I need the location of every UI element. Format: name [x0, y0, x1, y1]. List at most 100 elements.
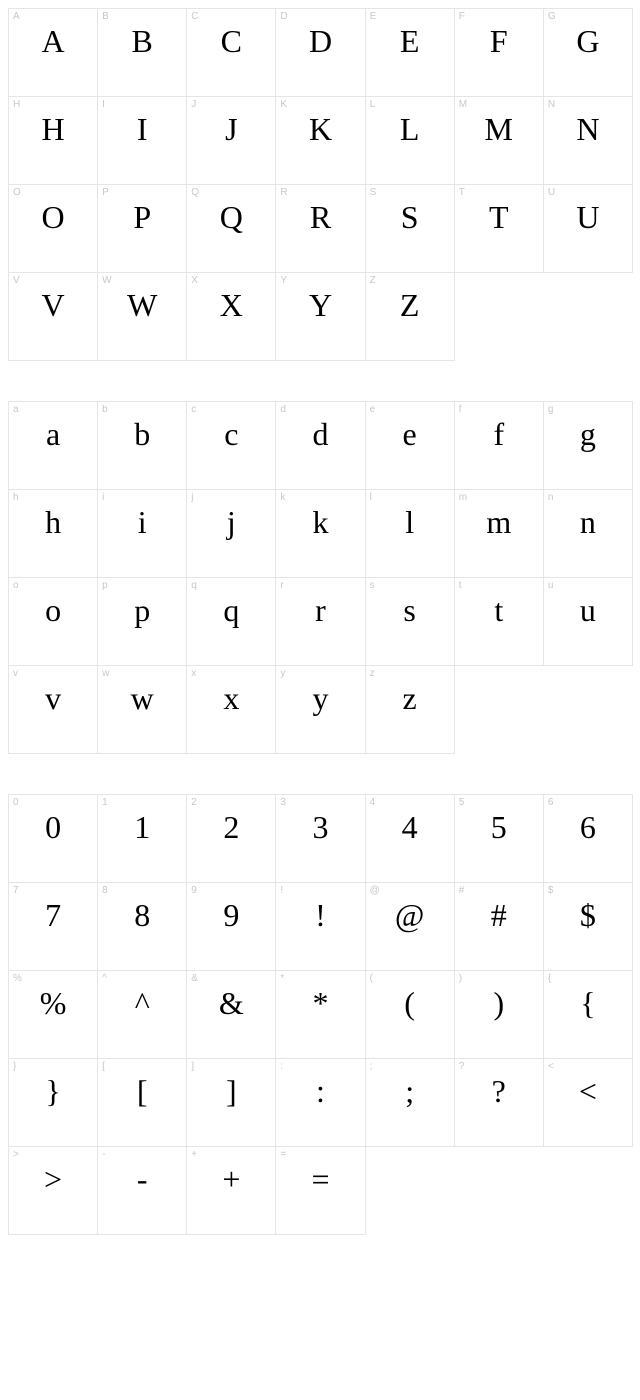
- glyph-char: P: [98, 197, 186, 237]
- glyph-char: ;: [366, 1071, 454, 1111]
- glyph-char: 4: [366, 807, 454, 847]
- glyph-char: s: [366, 590, 454, 630]
- glyph-cell-empty: [455, 666, 544, 754]
- glyph-char: z: [366, 678, 454, 718]
- glyph-char: y: [276, 678, 364, 718]
- glyph-char: ^: [98, 983, 186, 1023]
- glyph-cell: ??: [455, 1059, 544, 1147]
- glyph-cell: jj: [187, 490, 276, 578]
- glyph-char: H: [9, 109, 97, 149]
- glyph-char: J: [187, 109, 275, 149]
- glyph-char: k: [276, 502, 364, 542]
- glyph-cell: 00: [9, 795, 98, 883]
- glyph-cell: pp: [98, 578, 187, 666]
- glyph-cell-empty: [544, 1147, 633, 1235]
- glyph-char: m: [455, 502, 543, 542]
- glyph-char: !: [276, 895, 364, 935]
- glyph-cell: XX: [187, 273, 276, 361]
- glyph-cell: AA: [9, 9, 98, 97]
- glyph-cell: mm: [455, 490, 544, 578]
- glyph-char: I: [98, 109, 186, 149]
- glyph-char: 6: [544, 807, 632, 847]
- glyph-cell: }}: [9, 1059, 98, 1147]
- glyph-char: 5: [455, 807, 543, 847]
- glyph-char: o: [9, 590, 97, 630]
- glyph-cell: vv: [9, 666, 98, 754]
- glyph-char: p: [98, 590, 186, 630]
- glyph-cell: 33: [276, 795, 365, 883]
- glyph-grid: aabbccddeeffgghhiijjkkllmmnnooppqqrrsstt…: [8, 401, 633, 754]
- glyph-cell: KK: [276, 97, 365, 185]
- glyph-cell-empty: [366, 1147, 455, 1235]
- glyph-char: r: [276, 590, 364, 630]
- glyph-cell: ::: [276, 1059, 365, 1147]
- glyph-char: j: [187, 502, 275, 542]
- glyph-char: Q: [187, 197, 275, 237]
- glyph-cell-empty: [544, 666, 633, 754]
- glyph-cell: 88: [98, 883, 187, 971]
- glyph-char: w: [98, 678, 186, 718]
- glyph-cell: NN: [544, 97, 633, 185]
- glyph-cell: JJ: [187, 97, 276, 185]
- glyph-char: V: [9, 285, 97, 325]
- glyph-char: 9: [187, 895, 275, 935]
- glyph-cell: yy: [276, 666, 365, 754]
- glyph-char: q: [187, 590, 275, 630]
- glyph-char: t: [455, 590, 543, 630]
- glyph-char: c: [187, 414, 275, 454]
- glyph-cell: OO: [9, 185, 98, 273]
- glyph-char: f: [455, 414, 543, 454]
- glyph-cell: EE: [366, 9, 455, 97]
- glyph-char: [: [98, 1071, 186, 1111]
- glyph-cell: FF: [455, 9, 544, 97]
- glyph-char: l: [366, 502, 454, 542]
- glyph-cell: HH: [9, 97, 98, 185]
- glyph-char: 3: [276, 807, 364, 847]
- glyph-cell: LL: [366, 97, 455, 185]
- glyph-char: <: [544, 1071, 632, 1111]
- glyph-char: +: [187, 1159, 275, 1199]
- glyph-cell: UU: [544, 185, 633, 273]
- glyph-cell: %%: [9, 971, 98, 1059]
- glyph-cell: bb: [98, 402, 187, 490]
- glyph-char: ]: [187, 1071, 275, 1111]
- glyph-char: i: [98, 502, 186, 542]
- glyph-cell: >>: [9, 1147, 98, 1235]
- glyph-cell: ^^: [98, 971, 187, 1059]
- glyph-cell: ff: [455, 402, 544, 490]
- glyph-cell: --: [98, 1147, 187, 1235]
- glyph-cell: rr: [276, 578, 365, 666]
- glyph-cell: ++: [187, 1147, 276, 1235]
- glyph-cell: BB: [98, 9, 187, 97]
- glyph-char: e: [366, 414, 454, 454]
- glyph-char: 1: [98, 807, 186, 847]
- glyph-char: U: [544, 197, 632, 237]
- glyph-char: C: [187, 21, 275, 61]
- glyph-cell: DD: [276, 9, 365, 97]
- glyph-cell: 77: [9, 883, 98, 971]
- glyph-char: 7: [9, 895, 97, 935]
- glyph-char: {: [544, 983, 632, 1023]
- glyph-char: v: [9, 678, 97, 718]
- glyph-cell: ##: [455, 883, 544, 971]
- glyph-cell: uu: [544, 578, 633, 666]
- glyph-cell: PP: [98, 185, 187, 273]
- glyph-cell: **: [276, 971, 365, 1059]
- glyph-cell: [[: [98, 1059, 187, 1147]
- specimen-section-digits-symbols: 00112233445566778899!!@@##$$%%^^&&**(())…: [8, 794, 632, 1235]
- glyph-cell: ww: [98, 666, 187, 754]
- glyph-cell: ]]: [187, 1059, 276, 1147]
- glyph-cell: dd: [276, 402, 365, 490]
- glyph-cell: MM: [455, 97, 544, 185]
- glyph-char: L: [366, 109, 454, 149]
- glyph-cell: {{: [544, 971, 633, 1059]
- glyph-char: G: [544, 21, 632, 61]
- glyph-char: *: [276, 983, 364, 1023]
- glyph-cell: ii: [98, 490, 187, 578]
- glyph-char: ?: [455, 1071, 543, 1111]
- glyph-char: N: [544, 109, 632, 149]
- glyph-cell-empty: [455, 1147, 544, 1235]
- specimen-section-uppercase: AABBCCDDEEFFGGHHIIJJKKLLMMNNOOPPQQRRSSTT…: [8, 8, 632, 361]
- glyph-char: g: [544, 414, 632, 454]
- glyph-cell: ;;: [366, 1059, 455, 1147]
